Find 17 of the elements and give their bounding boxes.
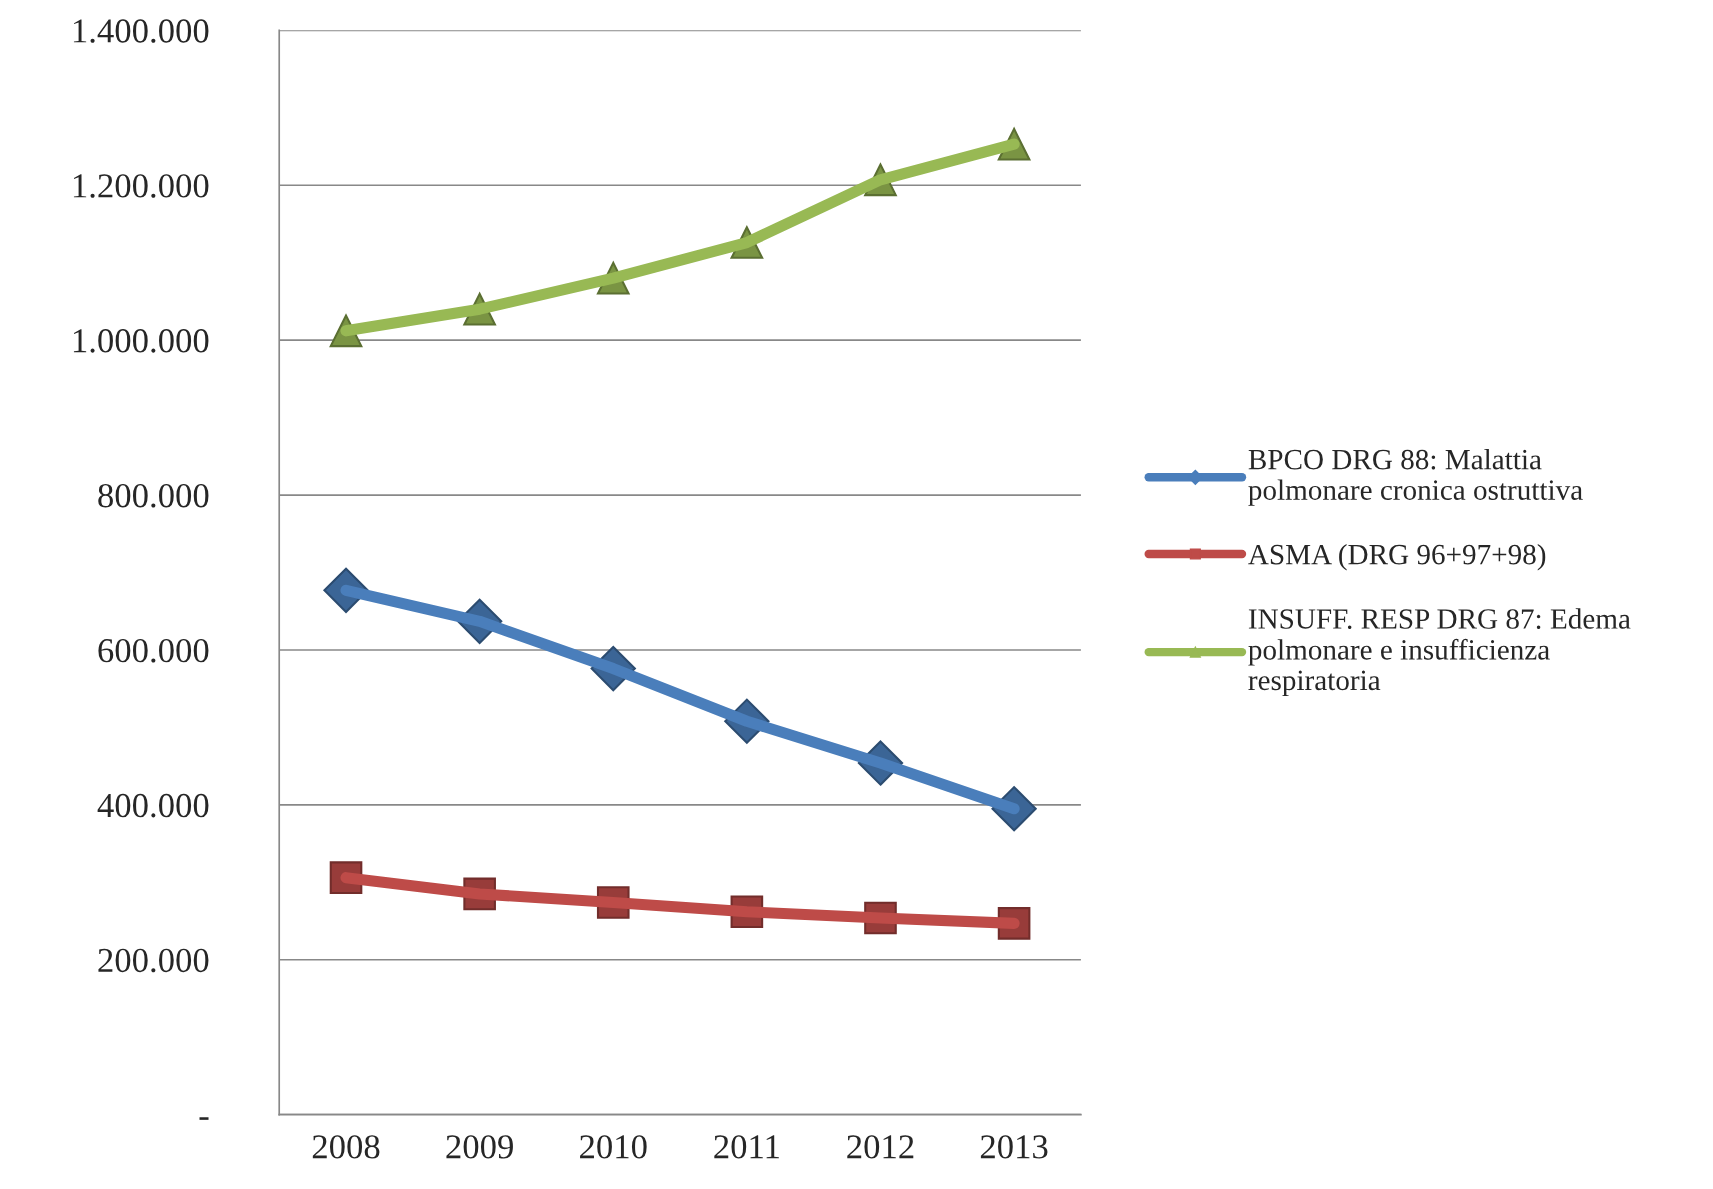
x-tick-label: 2008	[312, 1135, 380, 1159]
x-tick-label: 2009	[446, 1135, 513, 1159]
y-tick-label: 1.200.000	[73, 174, 209, 198]
x-tick-label: 2010	[580, 1135, 647, 1159]
y-tick-label: 1.400.000	[73, 19, 209, 43]
x-tick-label: 2012	[847, 1135, 914, 1159]
y-tick-label: 800.000	[98, 484, 209, 508]
y-tick-label: 400.000	[97, 793, 209, 818]
y-tick-label: 600.000	[98, 638, 209, 663]
legend-label: ASMA (DRG 96+97+98)	[1248, 543, 1546, 571]
legend-label: INSUFF. RESP DRG 87: Edema polmonare e insufficienza respiratoria	[1248, 608, 1631, 697]
x-tick-label: 2013	[980, 1135, 1048, 1159]
y-tick-label: 200.000	[98, 948, 209, 973]
y-tick-label: -	[199, 1117, 209, 1120]
x-tick-label: 2011	[714, 1135, 779, 1159]
legend-label: BPCO DRG 88: Malattia polmonare cronica ostruttiva	[1248, 448, 1583, 506]
y-tick-label: 1.000.000	[73, 329, 209, 353]
